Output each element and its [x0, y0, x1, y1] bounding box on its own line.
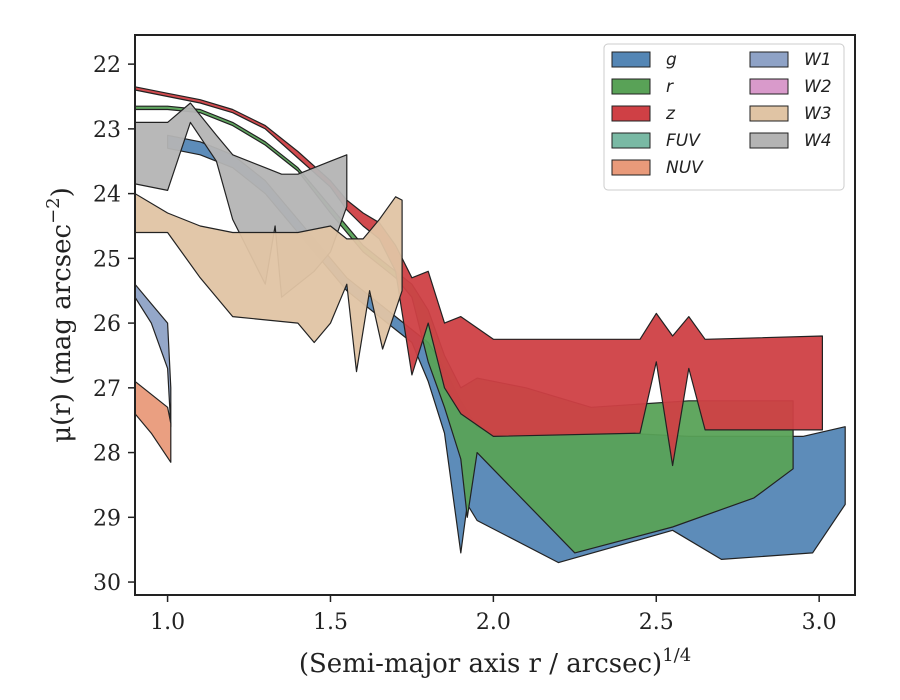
y-tick-label: 27: [93, 377, 121, 402]
legend-label-w4: W4: [804, 131, 832, 151]
x-tick-label: 2.5: [639, 610, 674, 635]
legend-swatch-w1: [749, 51, 789, 68]
legend-label-g: g: [666, 50, 677, 70]
legend: grz FUV NUV W1 W2 W3 W4: [603, 43, 845, 191]
legend-swatch-nuv: [611, 159, 651, 176]
legend-swatch-g: [611, 51, 651, 68]
legend-label-w3: W3: [804, 104, 832, 124]
x-tick-label: 1.5: [313, 610, 348, 635]
y-axis-label: μ(r) (mag arcsec−2): [43, 187, 77, 443]
x-axis-label: (Semi-major axis r / arcsec)1/4: [299, 645, 691, 679]
x-axis-ticks: 1.0 1.5 2.0 2.5 3.0: [150, 595, 837, 635]
legend-label-r: r: [666, 77, 674, 97]
band-nuv: [135, 380, 172, 463]
x-tick-label: 3.0: [802, 610, 837, 635]
y-tick-label: 29: [93, 506, 121, 531]
y-tick-label: 30: [93, 571, 121, 596]
legend-label-w1: W1: [804, 50, 832, 70]
legend-label-w2: W2: [804, 77, 832, 97]
y-tick-label: 23: [93, 118, 121, 143]
legend-swatch-z: [611, 105, 651, 122]
y-tick-label: 26: [93, 312, 121, 337]
legend-label-z: z: [665, 104, 676, 124]
y-tick-label: 25: [93, 247, 121, 272]
y-tick-label: 22: [93, 53, 121, 78]
x-tick-label: 2.0: [476, 610, 511, 635]
legend-swatch-w4: [749, 132, 789, 149]
legend-swatch-fuv: [611, 132, 651, 149]
x-tick-label: 1.0: [150, 610, 185, 635]
legend-label-fuv: FUV: [666, 131, 701, 151]
plot-frame: [134, 34, 856, 596]
profile-bands: [135, 86, 846, 564]
legend-swatch-r: [611, 78, 651, 95]
band-w3: [135, 193, 403, 373]
legend-swatch-w3: [749, 105, 789, 122]
y-axis-ticks: 22 23 24 25 26 27 28 29 30: [93, 53, 135, 596]
legend-label-nuv: NUV: [666, 158, 704, 178]
legend-swatch-w2: [749, 78, 789, 95]
y-tick-label: 28: [93, 442, 121, 467]
y-tick-label: 24: [93, 183, 121, 208]
